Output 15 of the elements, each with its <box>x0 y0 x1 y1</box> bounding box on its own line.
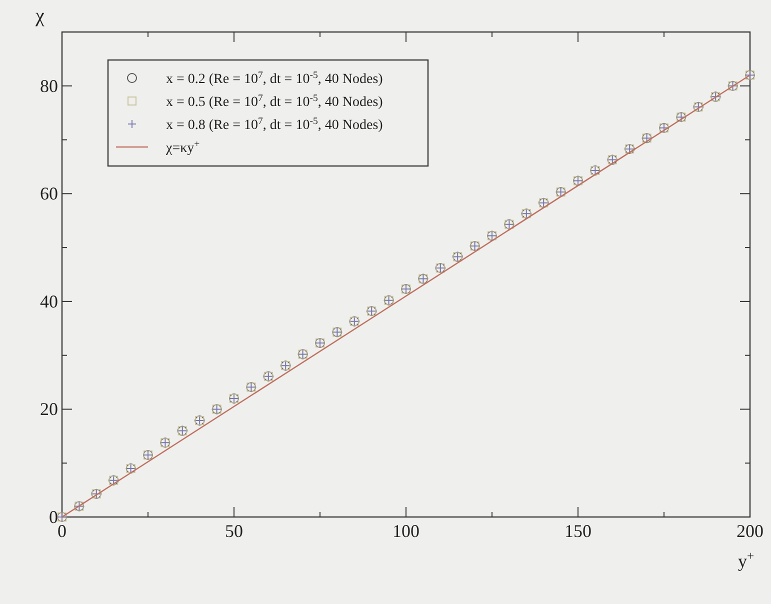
y-tick-label: 80 <box>40 76 58 96</box>
x-axis-title: y$^{+}$ <box>738 549 754 571</box>
legend-label: x = 0.2 (Re = 10$^{7}$, dt = 10$^{-5}$, 40 Nodes) <box>166 70 384 87</box>
legend-label: χ=κy$^{+}$ <box>165 138 200 156</box>
legend-label: x = 0.8 (Re = 10$^{7}$, dt = 10$^{-5}$, 40 Nodes) <box>166 116 384 133</box>
x-tick-label: 50 <box>225 521 243 541</box>
y-tick-label: 0 <box>49 507 58 527</box>
y-tick-label: 20 <box>40 399 58 420</box>
x-tick-label: 150 <box>564 521 592 541</box>
y-axis-title: χ <box>34 5 45 27</box>
legend-label: x = 0.5 (Re = 10$^{7}$, dt = 10$^{-5}$, 40 Nodes) <box>166 92 384 110</box>
y-tick-label: 40 <box>40 291 58 312</box>
y-tick-label: 60 <box>40 184 58 204</box>
x-tick-label: 200 <box>736 521 764 541</box>
x-tick-label: 100 <box>392 521 420 541</box>
